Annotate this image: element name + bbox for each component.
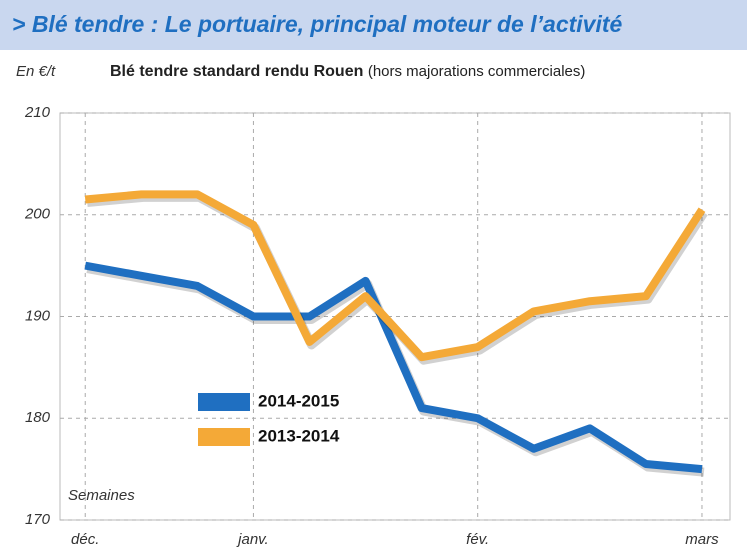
chart-title: > Blé tendre : Le portuaire, principal m… bbox=[12, 11, 622, 37]
legend-label: 2014-2015 bbox=[258, 391, 339, 410]
series-line bbox=[84, 190, 706, 362]
x-tick-label: mars bbox=[685, 531, 719, 548]
y-tick-label: 180 bbox=[25, 409, 51, 426]
y-tick-label: 200 bbox=[24, 206, 51, 223]
y-tick-label: 210 bbox=[24, 104, 51, 121]
subtitle-main: Blé tendre standard rendu Rouen bbox=[110, 63, 363, 80]
y-tick-label: 190 bbox=[25, 307, 51, 324]
subtitle: Blé tendre standard rendu Rouen (hors ma… bbox=[110, 63, 585, 80]
legend-swatch bbox=[198, 428, 250, 446]
legend-swatch bbox=[198, 393, 250, 411]
series-line bbox=[84, 261, 703, 474]
subtitle-note: (hors majorations commerciales) bbox=[368, 63, 586, 80]
x-tick-label: janv. bbox=[236, 531, 269, 548]
x-tick-label: fév. bbox=[466, 531, 489, 548]
y-axis-label: En €/t bbox=[16, 63, 56, 80]
y-tick-label: 170 bbox=[25, 511, 51, 528]
x-axis-label: Semaines bbox=[68, 487, 135, 504]
legend-label: 2013-2014 bbox=[258, 426, 340, 445]
header-band bbox=[0, 0, 747, 50]
x-tick-label: déc. bbox=[71, 531, 99, 548]
